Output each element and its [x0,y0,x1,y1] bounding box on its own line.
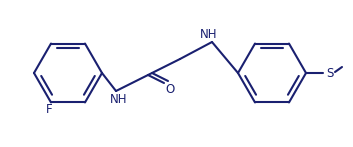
Text: F: F [46,103,52,116]
Text: S: S [326,66,334,80]
Text: O: O [165,82,175,96]
Text: NH: NH [200,27,218,41]
Text: NH: NH [110,92,128,106]
